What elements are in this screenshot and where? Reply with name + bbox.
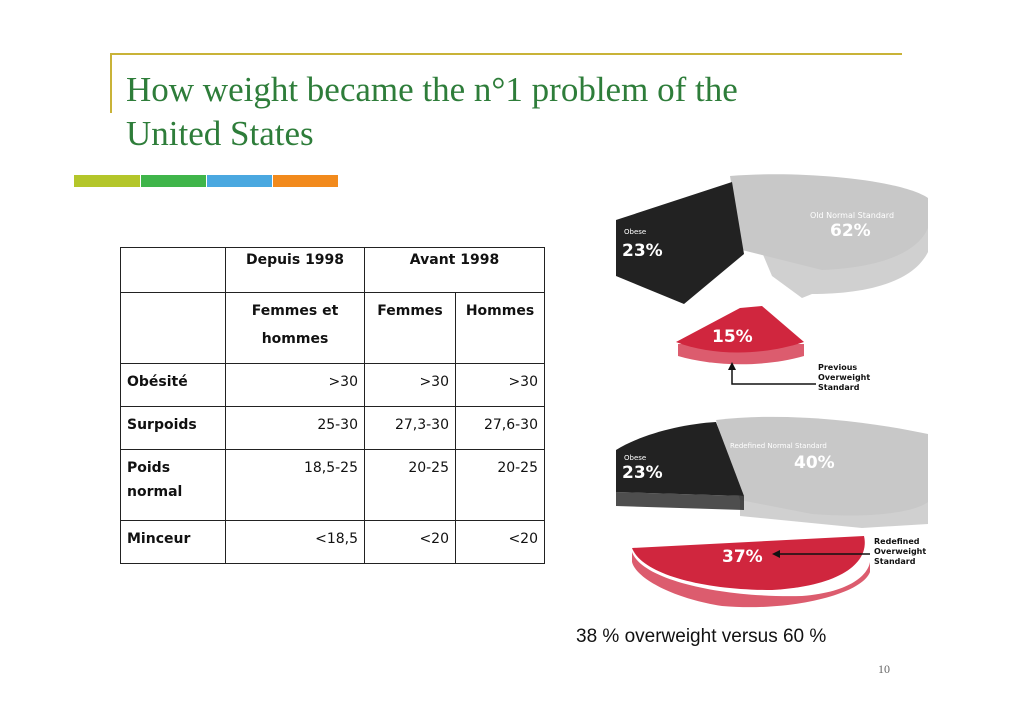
table-cell: >30 — [455, 363, 545, 407]
bottom-obese-pct: 23% — [622, 463, 663, 483]
bmi-table: Depuis 1998 Avant 1998 Femmes et hommes … — [120, 247, 545, 564]
subheader-empty-cell — [120, 292, 226, 364]
header-avant-1998: Avant 1998 — [364, 247, 545, 293]
table-cell: 25-30 — [225, 406, 365, 450]
table-cell: <18,5 — [225, 520, 365, 564]
header-empty-cell — [120, 247, 226, 293]
top-obese-pct: 23% — [622, 241, 663, 261]
table-row: Surpoids 25-30 27,3-30 27,6-30 — [120, 406, 545, 450]
table-cell: <20 — [455, 520, 545, 564]
page-number: 10 — [878, 662, 890, 676]
table-cell: 20-25 — [364, 449, 456, 521]
top-normal-pct: 62% — [830, 221, 871, 241]
table-cell: >30 — [364, 363, 456, 407]
accent-bar-1 — [74, 175, 140, 187]
top-callout-line-3: Standard — [818, 383, 860, 392]
top-obese-slice — [616, 182, 744, 304]
bottom-normal-slice — [716, 416, 928, 516]
bottom-callout-line-3: Standard — [874, 557, 916, 566]
bottom-obese-label: Obese — [624, 454, 646, 462]
bottom-callout-line-2: Overweight — [874, 547, 926, 556]
accent-bar-4 — [273, 175, 338, 187]
top-normal-label: Old Normal Standard — [810, 211, 894, 220]
bottom-callout-arrowhead — [772, 550, 780, 558]
table-row: Obésité >30 >30 >30 — [120, 363, 545, 407]
frame-top-rule — [110, 53, 902, 55]
table-cell: 18,5-25 — [225, 449, 365, 521]
top-callout-line-2: Overweight — [818, 373, 870, 382]
table-cell: >30 — [225, 363, 365, 407]
table-subheader-row: Femmes et hommes Femmes Hommes — [120, 292, 545, 364]
frame-left-rule — [110, 53, 112, 113]
table-header-row: Depuis 1998 Avant 1998 — [120, 247, 545, 293]
row-label: Minceur — [120, 520, 226, 564]
subheader-femmes-et-hommes: Femmes et hommes — [225, 292, 365, 364]
pie-charts-illustration: Old Normal Standard 62% Obese 23% 15% Pr… — [616, 174, 928, 608]
header-depuis-1998: Depuis 1998 — [225, 247, 365, 293]
top-overweight-slice — [676, 306, 804, 353]
accent-bar-2 — [141, 175, 206, 187]
row-label: Poids normal — [120, 449, 226, 521]
bottom-callout-line-1: Redefined — [874, 537, 920, 546]
bottom-obese-slice — [616, 422, 744, 496]
table-cell: 20-25 — [455, 449, 545, 521]
top-obese-label: Obese — [624, 228, 646, 236]
bottom-normal-pct: 40% — [794, 453, 835, 473]
bottom-obese-side — [616, 492, 744, 510]
row-label: Obésité — [120, 363, 226, 407]
bottom-overweight-pct: 37% — [722, 547, 763, 567]
caption: 38 % overweight versus 60 % — [576, 626, 827, 647]
table-row: Poids normal 18,5-25 20-25 20-25 — [120, 449, 545, 521]
top-callout-line — [731, 364, 816, 385]
top-pie-chart: Old Normal Standard 62% Obese 23% 15% Pr… — [616, 174, 928, 392]
row-label: Surpoids — [120, 406, 226, 450]
top-overweight-pct: 15% — [712, 327, 753, 347]
table-cell: 27,3-30 — [364, 406, 456, 450]
bottom-normal-label: Redefined Normal Standard — [730, 442, 827, 450]
bottom-overweight-slice — [632, 536, 865, 590]
subheader-hommes: Hommes — [455, 292, 545, 364]
top-normal-slice — [730, 174, 928, 270]
top-callout-line-1: Previous — [818, 363, 857, 372]
top-callout-arrowhead — [728, 362, 736, 370]
accent-bar-3 — [207, 175, 272, 187]
table-cell: 27,6-30 — [455, 406, 545, 450]
bottom-overweight-side — [632, 552, 870, 608]
table-cell: <20 — [364, 520, 456, 564]
table-row: Minceur <18,5 <20 <20 — [120, 520, 545, 564]
bottom-pie-chart: Redefined Normal Standard 40% Obese 23% … — [616, 416, 928, 608]
subheader-femmes: Femmes — [364, 292, 456, 364]
page-title: How weight became the n°1 problem of the… — [126, 70, 738, 153]
